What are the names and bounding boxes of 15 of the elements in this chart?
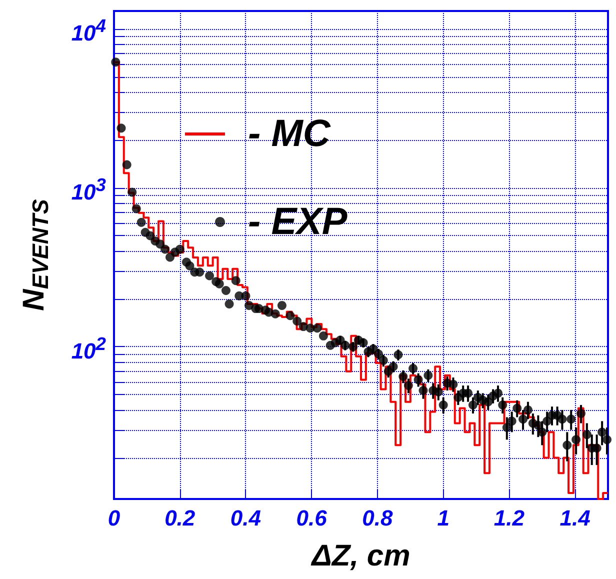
y-tick-label: 10$^{3}$ <box>71 174 106 206</box>
x-tick-label: 1.4 <box>560 506 590 530</box>
y-tick-label: 10$^{4}$ <box>71 15 106 46</box>
y-axis-title: NEVENTS <box>17 199 53 311</box>
x-tick-label: 0.4 <box>230 506 262 530</box>
y-tick-label: 10$^{2}$ <box>71 332 106 364</box>
x-tick-label: 0.2 <box>164 506 196 530</box>
x-tick-label: 1 <box>437 506 450 530</box>
x-tick-label: 0.8 <box>362 506 394 530</box>
legend-label: - MC <box>248 113 331 155</box>
x-tick-label: 0 <box>108 506 121 530</box>
x-axis-title: ΔZ, cm <box>310 540 410 572</box>
x-tick-label: 1.2 <box>494 506 526 530</box>
legend-label: - EXP <box>248 201 348 243</box>
x-tick-label: 0.6 <box>296 506 328 530</box>
